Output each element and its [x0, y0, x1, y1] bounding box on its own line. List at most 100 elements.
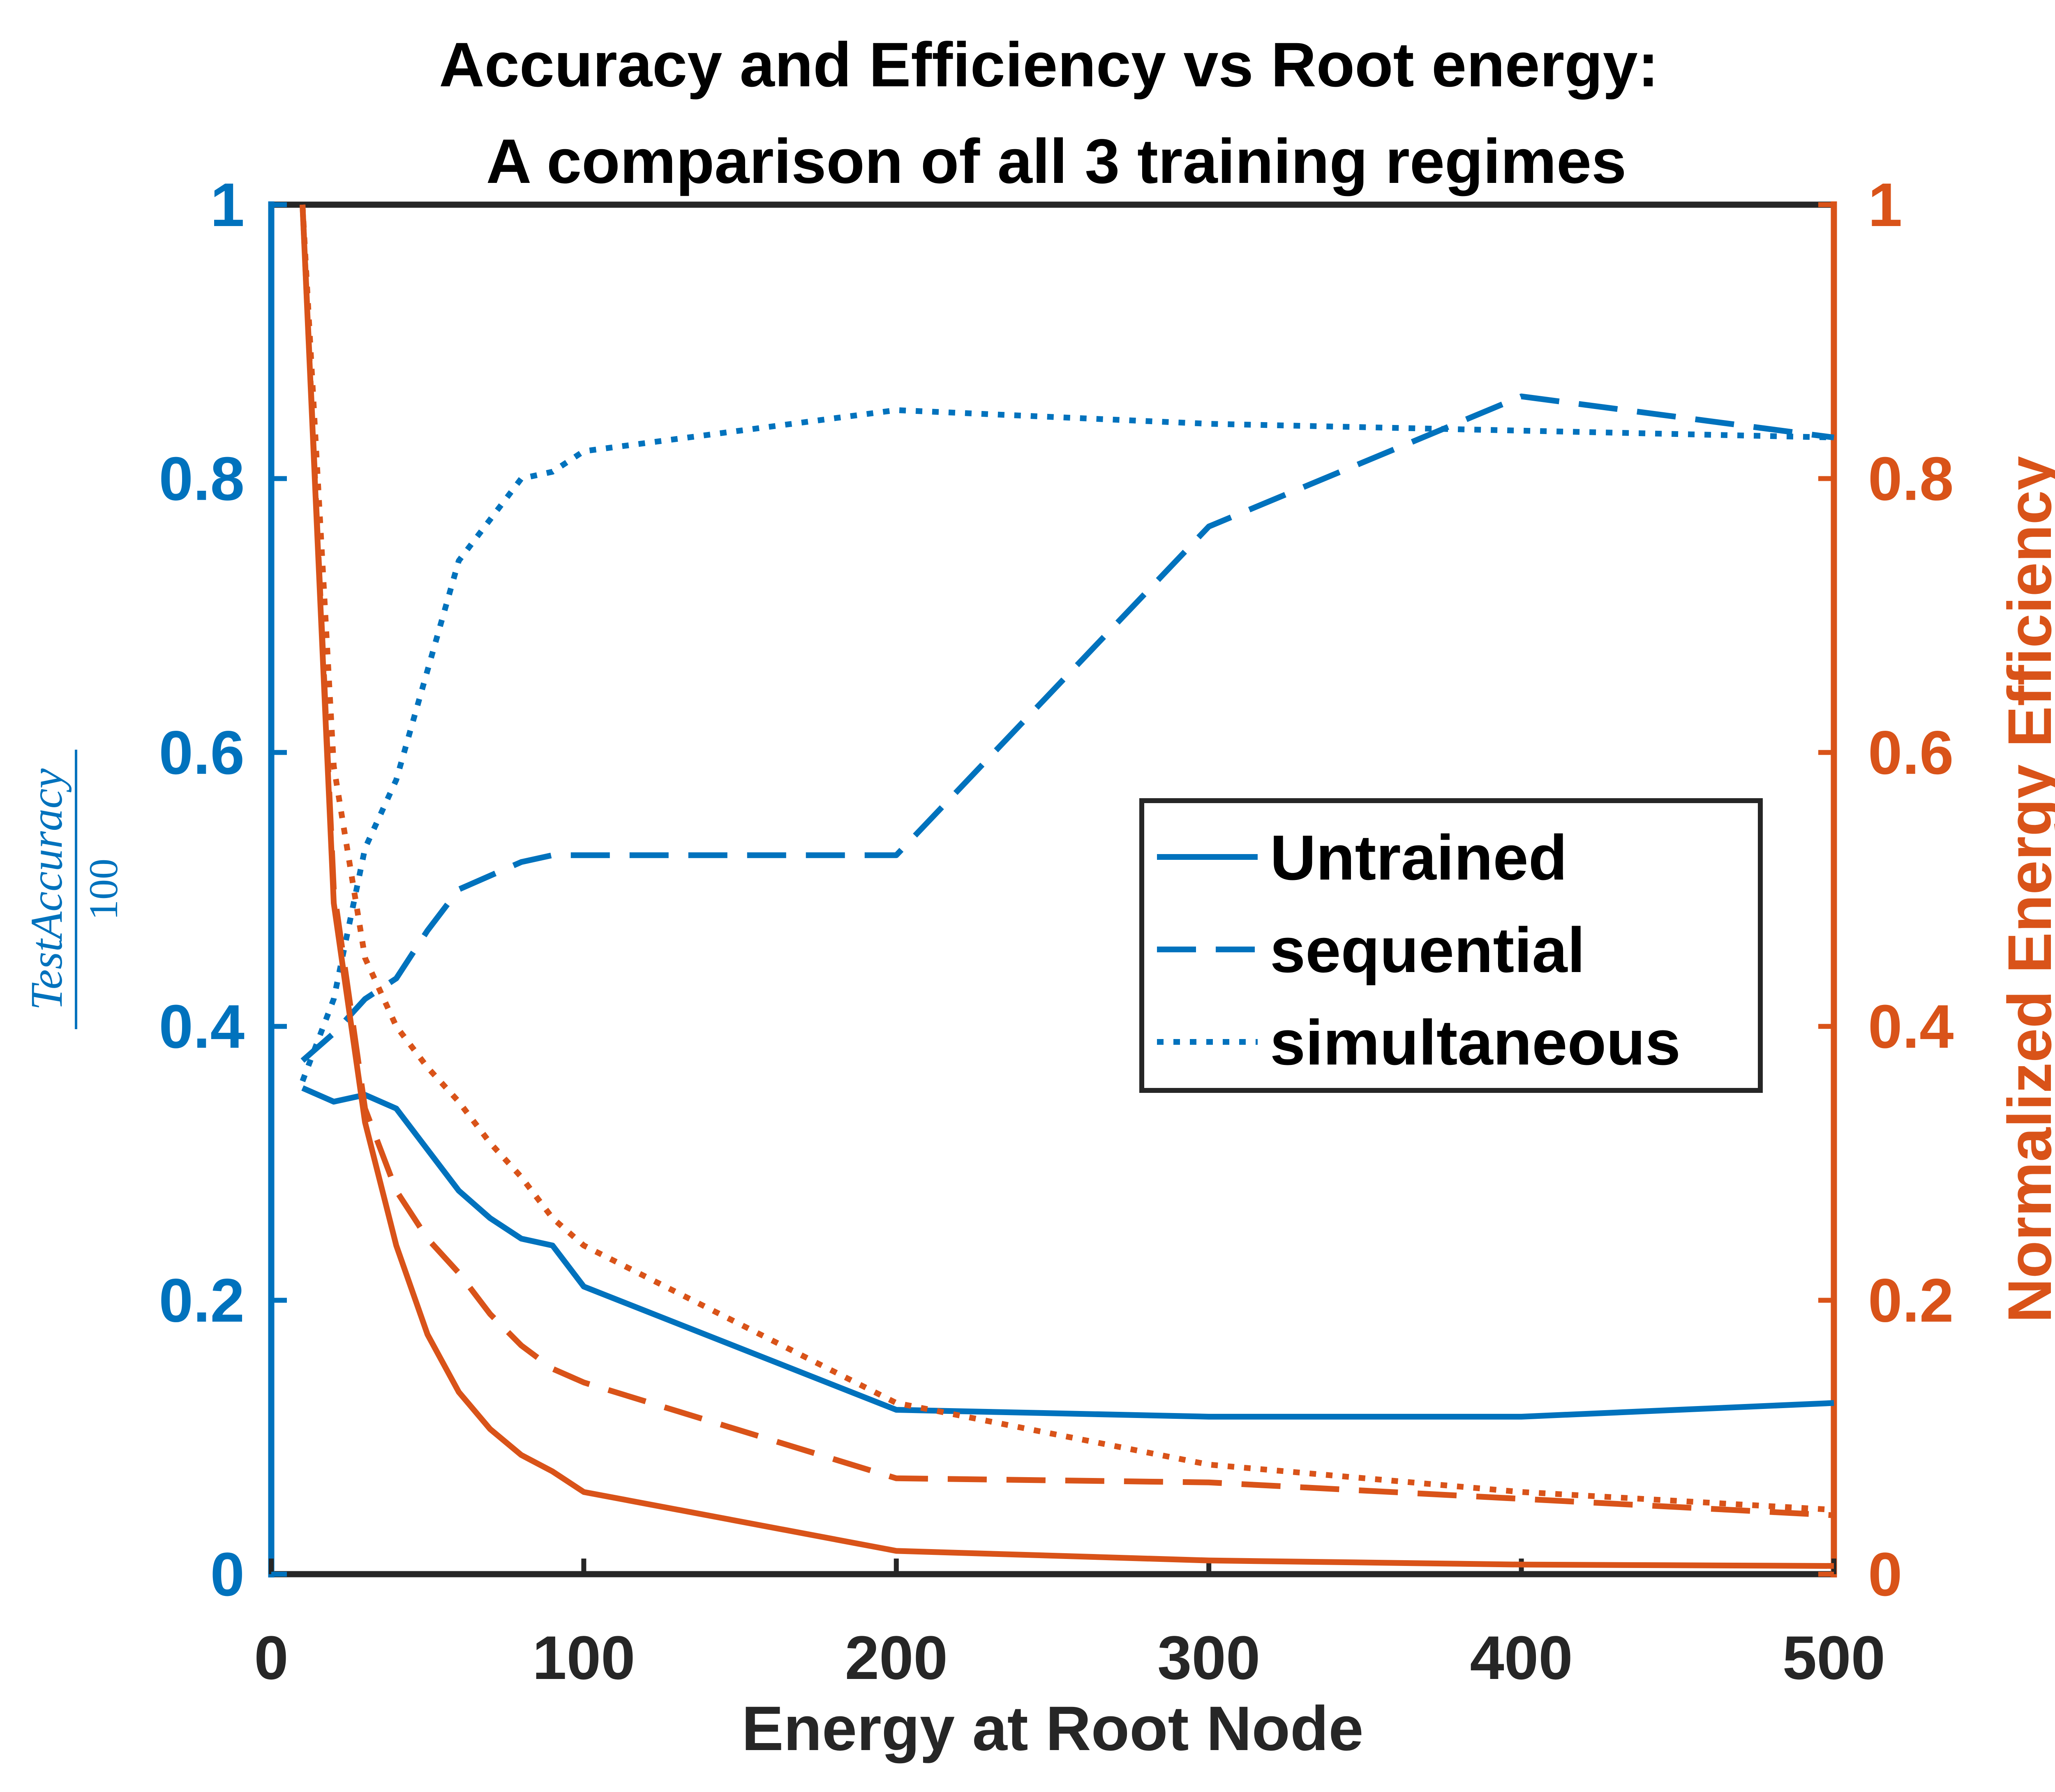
accuracy-solid-point [396, 1108, 397, 1109]
accuracy-dotted-point [1833, 437, 1834, 438]
accuracy-dotted-point [333, 999, 334, 1000]
efficiency-dotted-point [896, 1403, 897, 1404]
accuracy-dashed-point [458, 889, 459, 890]
accuracy-dotted-point [521, 478, 522, 479]
legend-label: sequential [1270, 914, 1585, 986]
efficiency-dotted-point [552, 1218, 553, 1219]
accuracy-solid-point [1521, 1416, 1522, 1417]
x-tick-label: 200 [845, 1623, 948, 1692]
accuracy-dashed-line [300, 393, 1834, 1063]
right-y-tick-label: 0.6 [1868, 718, 1954, 787]
efficiency-dashed-point [333, 889, 334, 890]
accuracy-solid-point [1833, 1403, 1834, 1404]
accuracy-solid-point [427, 1149, 428, 1150]
accuracy-dotted-point [396, 779, 397, 780]
right-y-axis-ticks: 0 0.2 0.4 0.6 0.8 1 [1818, 170, 1954, 1609]
accuracy-solid-point [896, 1409, 897, 1410]
x-tick-label: 100 [532, 1623, 635, 1692]
efficiency-solid-point [1521, 1564, 1522, 1565]
accuracy-solid-point [333, 1101, 334, 1102]
x-tick-label: 300 [1157, 1623, 1260, 1692]
right-y-tick-label: 0 [1868, 1540, 1902, 1609]
left-y-tick-label: 0.6 [159, 718, 245, 787]
efficiency-dashed-point [1833, 1515, 1834, 1516]
left-y-tick-label: 0 [210, 1540, 245, 1609]
chart-title-line-1: Accuracy and Efficiency vs Root energy: [439, 30, 1659, 100]
left-y-tick-label: 0.2 [159, 1266, 245, 1335]
efficiency-solid-point [552, 1471, 553, 1472]
efficiency-dashed-point [896, 1478, 897, 1479]
left-y-axis-label-numerator: TestAccuracy [21, 769, 72, 1011]
efficiency-dotted-line [300, 204, 1834, 1513]
accuracy-dotted-point [1521, 430, 1522, 431]
accuracy-dotted-point [458, 560, 459, 561]
efficiency-dotted-point [1208, 1464, 1209, 1465]
accuracy-dashed-point [583, 855, 584, 856]
efficiency-dashed-point [458, 1272, 459, 1273]
accuracy-solid-line [301, 1085, 1834, 1420]
right-y-tick-label: 0.2 [1868, 1266, 1954, 1335]
left-y-tick-label: 0.8 [159, 444, 245, 513]
efficiency-dotted-point [333, 766, 334, 767]
efficiency-dotted-point [396, 1026, 397, 1027]
efficiency-solid-point [396, 1245, 397, 1246]
efficiency-dashed-point [1208, 1482, 1209, 1483]
accuracy-dotted-point [896, 410, 897, 411]
accuracy-solid-point [583, 1286, 584, 1287]
accuracy-solid-point [1208, 1416, 1209, 1417]
right-y-tick-label: 1 [1868, 170, 1902, 239]
accuracy-solid-point [552, 1245, 553, 1246]
efficiency-dotted-point [427, 1067, 428, 1068]
efficiency-dotted-point [302, 204, 303, 205]
efficiency-dashed-point [396, 1190, 397, 1191]
legend-label: simultaneous [1270, 1007, 1681, 1078]
accuracy-dashed-point [302, 1060, 303, 1061]
left-y-tick-label: 1 [210, 170, 245, 239]
efficiency-dashed-point [552, 1368, 553, 1369]
left-y-axis-label: TestAccuracy 100 [21, 750, 126, 1029]
legend-label: Untrained [1270, 822, 1567, 893]
left-y-axis-label-denominator: 100 [81, 859, 126, 920]
efficiency-solid-line [300, 204, 1834, 1569]
efficiency-dotted-point [1833, 1509, 1834, 1510]
right-y-tick-label: 0.4 [1868, 992, 1954, 1061]
accuracy-dotted-point [552, 471, 553, 472]
efficiency-dashed-point [521, 1345, 522, 1346]
efficiency-dotted-point [521, 1177, 522, 1178]
legend-entries: Untrained sequential simultaneous [1157, 822, 1681, 1078]
chart-title-line-2: A comparison of all 3 training regimes [486, 126, 1626, 196]
efficiency-dashed-point [427, 1238, 428, 1239]
accuracy-dashed-point [521, 861, 522, 862]
accuracy-dashed-point [1208, 526, 1209, 527]
accuracy-dotted-point [583, 451, 584, 452]
efficiency-series-group [300, 204, 1834, 1569]
right-y-axis-label: Normalized Energy Efficiency [1995, 456, 2055, 1323]
x-tick-label: 0 [254, 1623, 288, 1692]
accuracy-dashed-point [427, 930, 428, 931]
accuracy-dashed-point [333, 1033, 334, 1034]
accuracy-dashed-point [1521, 396, 1522, 397]
right-y-tick-label: 0.8 [1868, 444, 1954, 513]
efficiency-solid-point [896, 1550, 897, 1551]
x-tick-label: 500 [1783, 1623, 1885, 1692]
efficiency-dotted-point [458, 1101, 459, 1102]
left-y-tick-label: 0.4 [159, 992, 245, 1061]
efficiency-dashed-point [583, 1382, 584, 1383]
accuracy-dashed-point [896, 855, 897, 856]
efficiency-solid-point [1208, 1560, 1209, 1561]
accuracy-dashed-point [552, 855, 553, 856]
accuracy-solid-point [458, 1190, 459, 1191]
left-y-axis-ticks: 0 0.2 0.4 0.6 0.8 1 [159, 170, 287, 1609]
x-axis-label: Energy at Root Node [741, 1693, 1363, 1764]
x-axis-ticks: 0 100 200 300 400 500 [254, 1559, 1885, 1692]
x-tick-label: 400 [1470, 1623, 1572, 1692]
accuracy-dotted-point [1208, 423, 1209, 424]
accuracy-solid-point [521, 1238, 522, 1239]
accuracy-series-group [300, 393, 1834, 1420]
efficiency-dotted-point [583, 1245, 584, 1246]
legend: Untrained sequential simultaneous [1139, 798, 1763, 1093]
efficiency-solid-point [427, 1334, 428, 1335]
accuracy-dashed-point [396, 978, 397, 979]
accuracy-dotted-point [427, 670, 428, 671]
